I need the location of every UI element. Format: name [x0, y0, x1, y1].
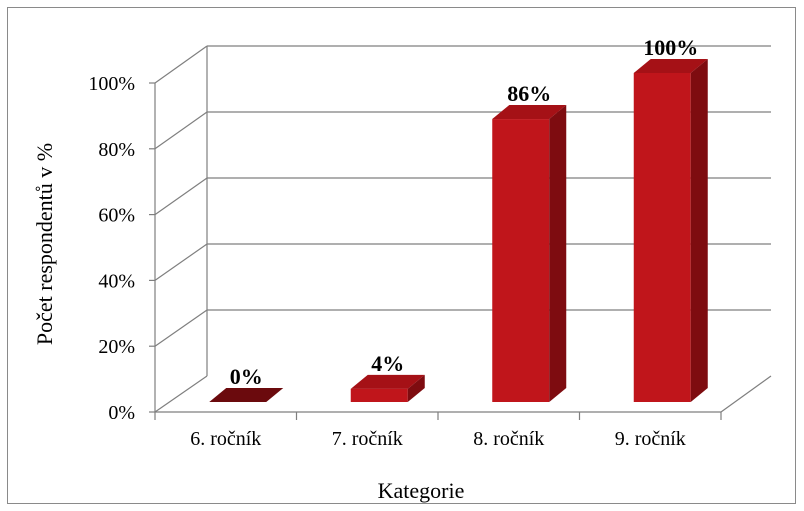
- x-axis-title: Kategorie: [378, 478, 465, 503]
- x-tick-label: 8. ročník: [473, 428, 544, 450]
- y-tick-label: 80%: [98, 139, 135, 161]
- bar-top-face: [350, 374, 425, 389]
- bar-side-face: [407, 374, 425, 402]
- bar-front-face: [350, 388, 408, 402]
- x-tick-label: 9. ročník: [615, 428, 686, 450]
- y-tick-label: 0%: [108, 402, 135, 424]
- bar-4: [633, 59, 708, 402]
- bar-top-face: [633, 59, 708, 73]
- floor-right-edge: [720, 375, 772, 413]
- bar-top-face: [492, 105, 567, 120]
- y-axis-title: Počet respondentů v %: [32, 143, 57, 345]
- bar-2: [350, 374, 425, 402]
- gridline-depth-0: [154, 375, 208, 413]
- data-label: 100%: [643, 35, 698, 60]
- x-tick-label: 6. ročník: [190, 428, 261, 450]
- labels-layer: 0% 20% 40% 60% 80% 100% 0% 6. ročník 4% 7. ročník…: [88, 35, 698, 450]
- bar-front-face: [492, 119, 550, 402]
- bar-side-face: [549, 105, 567, 402]
- y-tick-label: 100%: [88, 73, 135, 95]
- data-label: 0%: [230, 364, 263, 389]
- bar-side-face: [690, 59, 708, 402]
- data-label: 86%: [507, 81, 551, 106]
- gridline-depth-3: [154, 177, 208, 216]
- bar-1: [209, 388, 284, 402]
- bar-front-face: [633, 73, 691, 402]
- data-label: 4%: [371, 351, 404, 376]
- bar-top-face: [209, 388, 284, 402]
- gridline-depth-2: [154, 243, 208, 281]
- bar-3: [492, 105, 567, 402]
- gridline-depth-4: [154, 111, 208, 150]
- bars-layer: [209, 59, 708, 402]
- gridline-depth-1: [154, 309, 208, 347]
- x-tick-label: 7. ročník: [332, 428, 403, 450]
- y-tick-label: 40%: [98, 270, 135, 292]
- y-tick-label: 20%: [98, 336, 135, 358]
- y-tick-label: 60%: [98, 205, 135, 227]
- gridline-depth-5: [154, 45, 208, 84]
